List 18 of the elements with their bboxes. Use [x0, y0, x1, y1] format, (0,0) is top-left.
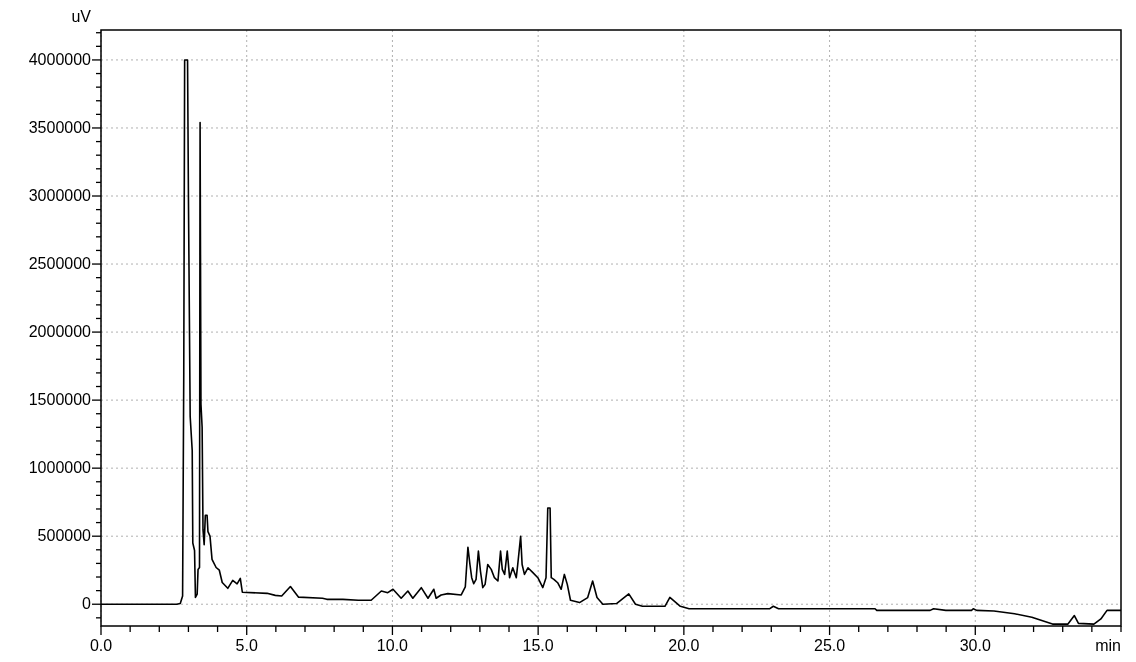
x-tick-label: 5.0 — [235, 637, 258, 654]
y-tick-label: 500000 — [37, 527, 92, 545]
x-tick-label: 15.0 — [522, 637, 554, 654]
y-tick-label: 1500000 — [28, 391, 92, 409]
x-tick-label: 20.0 — [668, 637, 700, 654]
y-tick-label: 1000000 — [28, 459, 92, 477]
y-tick-label: 2000000 — [28, 323, 92, 341]
y-tick-label: 3500000 — [28, 118, 92, 136]
y-tick-label: 4000000 — [28, 50, 92, 68]
x-tick-label: 30.0 — [959, 637, 991, 654]
x-tick-label: 0.0 — [89, 637, 113, 654]
y-axis-title: uV — [71, 8, 92, 25]
y-tick-label: 0 — [82, 595, 92, 613]
y-tick-label: 2500000 — [28, 255, 92, 273]
x-tick-label: 25.0 — [814, 637, 846, 654]
x-tick-label: 10.0 — [376, 637, 409, 654]
x-axis-title: min — [1095, 637, 1121, 654]
y-tick-label: 3000000 — [28, 187, 92, 205]
